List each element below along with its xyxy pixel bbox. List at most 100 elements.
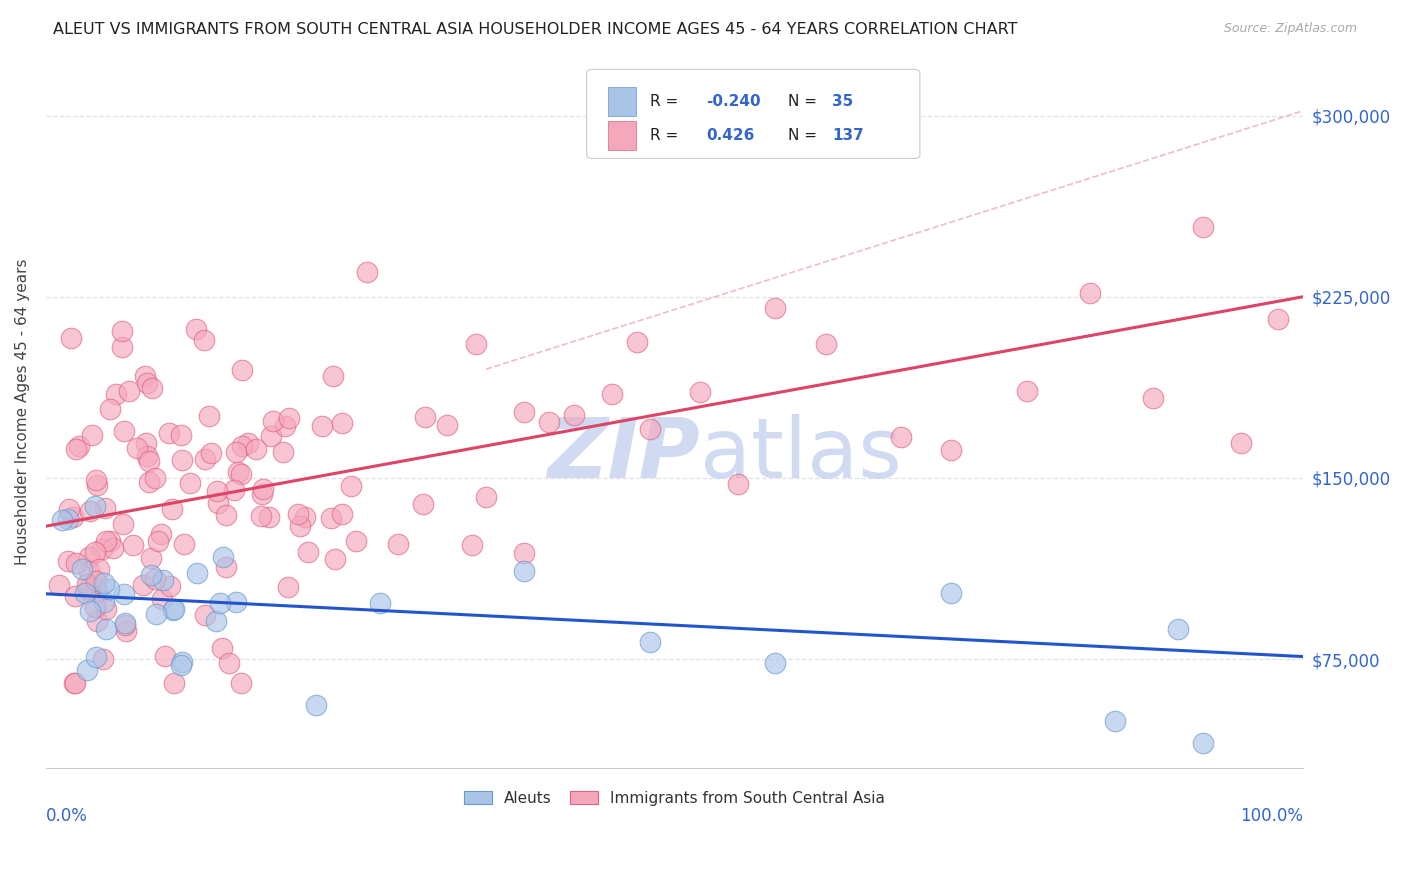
Point <box>84 473 107 487</box>
Point <box>236 436 259 450</box>
Text: R =: R = <box>650 128 683 143</box>
Point <box>1104 714 1126 728</box>
Point <box>115 624 138 639</box>
Text: 35: 35 <box>832 94 853 109</box>
Point <box>1229 435 1251 450</box>
Point <box>225 444 247 458</box>
Point <box>104 386 127 401</box>
Point <box>294 509 316 524</box>
Point <box>250 486 273 500</box>
Point <box>143 471 166 485</box>
Text: -0.240: -0.240 <box>706 94 761 109</box>
Y-axis label: Householder Income Ages 45 - 64 years: Householder Income Ages 45 - 64 years <box>15 258 30 565</box>
Point <box>727 476 749 491</box>
Point <box>413 409 436 424</box>
Point <box>163 602 186 616</box>
Point <box>138 454 160 468</box>
Text: ZIP: ZIP <box>547 414 700 495</box>
Point <box>152 573 174 587</box>
Point <box>356 265 378 279</box>
Point <box>93 595 115 609</box>
Point <box>127 441 149 455</box>
Point <box>436 417 458 432</box>
Point <box>513 565 536 579</box>
Point <box>79 504 101 518</box>
Point <box>138 475 160 489</box>
Point <box>172 452 194 467</box>
Point <box>83 499 105 513</box>
Point <box>198 409 221 423</box>
Point <box>134 369 156 384</box>
Point <box>193 607 215 622</box>
Point <box>135 435 157 450</box>
Point <box>56 512 79 526</box>
FancyBboxPatch shape <box>607 121 636 150</box>
Point <box>87 562 110 576</box>
Point <box>94 622 117 636</box>
Point <box>76 663 98 677</box>
Point <box>412 497 434 511</box>
Point <box>222 483 245 497</box>
Point <box>200 446 222 460</box>
Point <box>205 614 228 628</box>
Point <box>332 507 354 521</box>
Point <box>79 604 101 618</box>
Point <box>513 546 536 560</box>
Point <box>814 337 837 351</box>
Point <box>77 582 100 596</box>
Point <box>271 445 294 459</box>
Point <box>91 542 114 557</box>
Point <box>146 533 169 548</box>
Point <box>209 596 232 610</box>
Point <box>211 640 233 655</box>
Point <box>160 502 183 516</box>
Point <box>65 442 87 456</box>
Point <box>763 301 786 315</box>
Point <box>170 427 193 442</box>
Point <box>340 478 363 492</box>
Point <box>84 650 107 665</box>
Point <box>150 527 173 541</box>
Text: N =: N = <box>787 94 821 109</box>
Point <box>1142 391 1164 405</box>
Point <box>274 419 297 434</box>
Point <box>96 602 118 616</box>
Point <box>136 376 159 391</box>
Point <box>368 596 391 610</box>
FancyBboxPatch shape <box>586 70 920 159</box>
Point <box>112 587 135 601</box>
Text: Source: ZipAtlas.com: Source: ZipAtlas.com <box>1223 22 1357 36</box>
Point <box>114 615 136 630</box>
Point <box>122 538 145 552</box>
Point <box>319 511 342 525</box>
Point <box>215 560 238 574</box>
Point <box>62 676 84 690</box>
Point <box>112 516 135 531</box>
Text: 137: 137 <box>832 128 863 143</box>
Point <box>98 582 121 597</box>
Point <box>145 607 167 621</box>
Point <box>278 411 301 425</box>
Point <box>464 337 486 351</box>
Point <box>259 510 281 524</box>
Point <box>98 534 121 549</box>
Point <box>77 565 100 579</box>
Point <box>304 698 326 713</box>
Point <box>111 325 134 339</box>
Point <box>63 590 86 604</box>
Point <box>179 476 201 491</box>
Point <box>193 333 215 347</box>
Point <box>139 550 162 565</box>
Point <box>63 676 86 690</box>
Point <box>252 483 274 497</box>
Point <box>225 595 247 609</box>
Point <box>600 386 623 401</box>
Point <box>260 429 283 443</box>
Point <box>84 545 107 559</box>
Point <box>59 331 82 345</box>
Point <box>250 509 273 524</box>
Point <box>186 566 208 581</box>
Point <box>114 617 136 632</box>
Point <box>323 552 346 566</box>
Point <box>212 549 235 564</box>
